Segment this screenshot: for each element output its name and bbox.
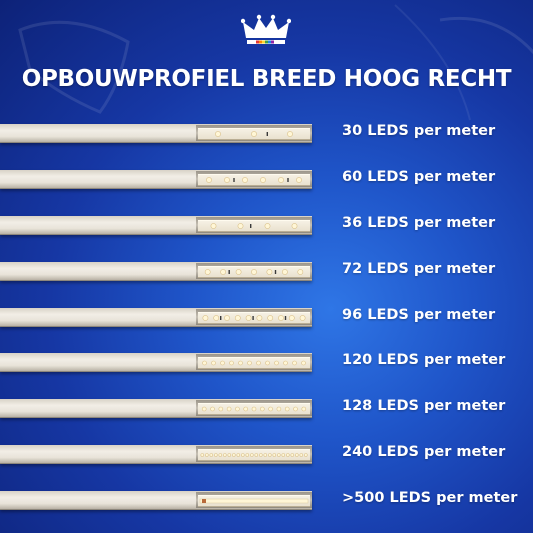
led-density-label: 60 LEDS per meter xyxy=(342,169,496,185)
led-strip xyxy=(198,495,310,507)
led-density-label: 72 LEDS per meter xyxy=(342,261,496,277)
led-row: >500 LEDS per meter xyxy=(0,490,533,510)
led-strip xyxy=(198,174,310,186)
led-strip xyxy=(198,128,310,140)
led-row: 120 LEDS per meter xyxy=(0,352,533,372)
led-density-label: >500 LEDS per meter xyxy=(342,490,518,506)
led-strip xyxy=(198,357,310,369)
led-strip xyxy=(198,266,310,278)
led-row: 36 LEDS per meter xyxy=(0,215,533,235)
led-row: 128 LEDS per meter xyxy=(0,398,533,418)
led-row: 72 LEDS per meter xyxy=(0,261,533,281)
led-strip xyxy=(198,312,310,324)
led-density-label: 240 LEDS per meter xyxy=(342,444,506,460)
led-strip xyxy=(198,403,310,415)
page-title: OPBOUWPROFIEL BREED HOOG RECHT xyxy=(21,66,512,92)
led-strip xyxy=(198,220,310,232)
led-density-label: 96 LEDS per meter xyxy=(342,307,496,323)
led-density-label: 128 LEDS per meter xyxy=(342,398,506,414)
crown-icon xyxy=(241,14,291,44)
led-row: 96 LEDS per meter xyxy=(0,307,533,327)
led-row: 60 LEDS per meter xyxy=(0,169,533,189)
led-row: 30 LEDS per meter xyxy=(0,123,533,143)
led-density-label: 120 LEDS per meter xyxy=(342,352,506,368)
led-density-label: 36 LEDS per meter xyxy=(342,215,496,231)
led-row: 240 LEDS per meter xyxy=(0,444,533,464)
led-strip xyxy=(198,449,310,461)
led-density-label: 30 LEDS per meter xyxy=(342,123,496,139)
